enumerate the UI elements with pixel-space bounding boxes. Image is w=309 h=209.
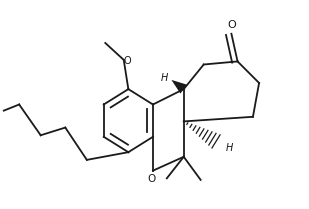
Text: O: O xyxy=(124,56,132,66)
Polygon shape xyxy=(171,80,187,94)
Text: H: H xyxy=(161,73,168,83)
Text: H: H xyxy=(225,144,233,153)
Text: O: O xyxy=(147,174,155,184)
Text: O: O xyxy=(227,19,236,29)
